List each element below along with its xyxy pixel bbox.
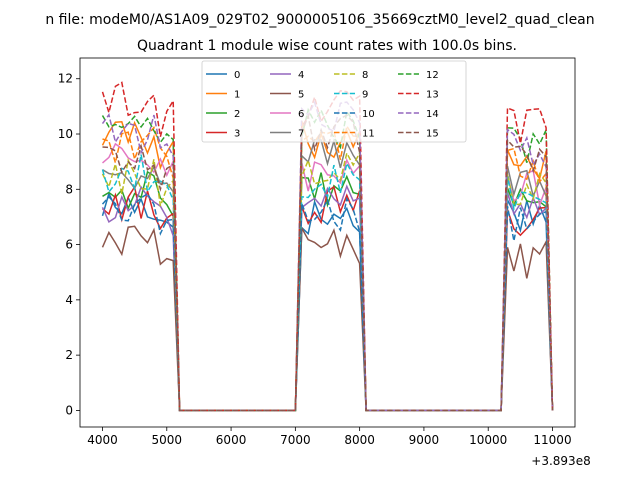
axes-spines	[79, 57, 576, 428]
legend-label: 9	[362, 90, 368, 101]
legend-label: 5	[298, 90, 304, 101]
legend-label: 10	[362, 109, 375, 120]
legend-label: 7	[298, 129, 304, 140]
axes-frame	[79, 57, 576, 428]
x-tick-label: 9000	[409, 433, 440, 447]
legend-frame	[201, 60, 467, 143]
legend-label: 0	[234, 70, 240, 81]
figure-suptitle: n file: modeM0/AS1A09_029T02_9000005106_…	[45, 12, 594, 28]
legend-label: 4	[298, 70, 304, 81]
y-tick-label: 0	[65, 403, 73, 417]
legend-label: 15	[426, 129, 439, 140]
legend-label: 11	[362, 129, 375, 140]
x-offset-label: +3.893e8	[531, 454, 590, 468]
y-tick-label: 2	[65, 348, 73, 362]
y-axis-ticks: 0 2 4 6 8 10 12	[58, 72, 80, 417]
legend-label: 12	[426, 70, 439, 81]
x-tick-label: 5000	[152, 433, 183, 447]
y-tick-label: 8	[65, 182, 73, 196]
series-line-9	[101, 154, 554, 412]
x-tick-label: 10000	[469, 433, 507, 447]
x-tick-label: 11000	[533, 433, 571, 447]
series-line-15	[102, 113, 554, 412]
legend-label: 14	[426, 109, 439, 120]
legend-label: 3	[234, 129, 240, 140]
legend-label: 2	[234, 109, 240, 120]
x-tick-label: 4000	[87, 433, 118, 447]
legend-label: 6	[298, 109, 304, 120]
y-tick-label: 10	[58, 127, 73, 141]
y-tick-label: 12	[58, 72, 73, 86]
legend-label: 1	[234, 90, 240, 101]
series-lines	[101, 81, 554, 412]
chart-title: Quadrant 1 module wise count rates with …	[137, 38, 517, 54]
x-axis-ticks: 4000 5000 6000 7000 8000 9000 10000 11000	[87, 427, 572, 447]
x-tick-label: 6000	[216, 433, 247, 447]
y-tick-label: 4	[65, 293, 73, 307]
y-tick-label: 6	[65, 238, 73, 252]
legend-label: 13	[426, 90, 439, 101]
x-tick-label: 7000	[280, 433, 311, 447]
x-tick-label: 8000	[344, 433, 375, 447]
legend-label: 8	[362, 70, 368, 81]
